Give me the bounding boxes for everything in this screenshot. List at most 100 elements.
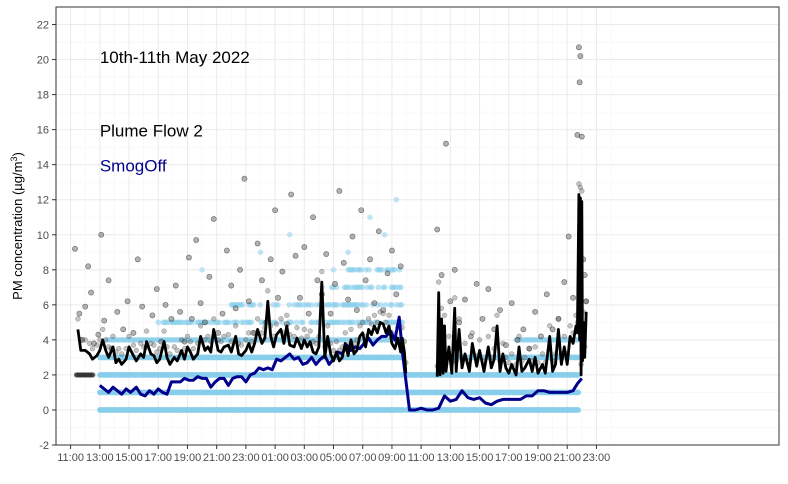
plume-point [198,300,203,305]
plume-point [452,295,457,300]
smogoff-point [216,320,222,326]
plume-point [90,372,95,377]
smogoff-point [382,285,388,291]
plume-point [211,216,216,221]
plume-point [297,295,302,300]
plume-point [308,329,313,334]
plume-point [222,334,227,339]
smogoff-point [376,285,382,291]
smogoff-point [199,267,205,273]
annotation-1: Plume Flow 2 [100,122,203,141]
plume-point [477,337,482,342]
y-tick-label: 22 [37,20,49,32]
plume-point [315,278,320,283]
plume-point [366,316,371,321]
x-tick-label: 09:00 [378,452,406,464]
plume-point [346,297,351,302]
y-tick-label: 4 [43,335,49,347]
plume-point [135,257,140,262]
plume-point [457,316,462,321]
plume-point [566,234,571,239]
plume-point [436,280,441,285]
plume-point [154,286,159,291]
plume-point [495,313,500,318]
plume-point [328,311,333,316]
smogoff-point [392,267,398,273]
plume-point [532,309,537,314]
y-tick-label: 6 [43,300,49,312]
smogoff-point [399,302,405,308]
plume-point [310,215,315,220]
x-tick-label: 03:00 [291,452,319,464]
plume-point [354,307,359,312]
x-tick-label: 13:00 [437,452,465,464]
y-tick-label: 20 [37,55,49,67]
smogoff-point [367,214,373,220]
plume-point [579,134,584,139]
plume-point [319,269,324,274]
plume-point [255,241,260,246]
plume-point [533,344,538,349]
x-tick-label: 07:00 [349,452,377,464]
plume-point [207,274,212,279]
plume-point [233,306,238,311]
plume-point [289,192,294,197]
plume-point [134,348,139,353]
plume-point [83,304,88,309]
plume-point [470,330,475,335]
plume-point [474,281,479,286]
plume-point [224,248,229,253]
plume-point [279,316,284,321]
plume-point [106,278,111,283]
plume-point [179,337,184,342]
plume-point [521,327,526,332]
plume-point [189,316,194,321]
smogoff-point [294,320,300,326]
plume-point [83,337,88,342]
plume-point [540,351,545,356]
x-tick-label: 01:00 [261,452,289,464]
plume-point [220,311,225,316]
plume-point [280,269,285,274]
y-tick-label: 12 [37,195,49,207]
plume-point [324,251,329,256]
plume-point [229,283,234,288]
x-tick-label: 23:00 [232,452,260,464]
plume-point [568,323,573,328]
x-tick-label: 17:00 [144,452,172,464]
smogoff-point [394,197,400,203]
plume-point [121,327,126,332]
plume-point [334,339,339,344]
smogoff-point [369,285,375,291]
plume-point [237,267,242,272]
plume-point [376,229,381,234]
plume-point [77,311,82,316]
plume-point [94,343,99,348]
plume-point [372,300,377,305]
plume-point [462,297,467,302]
plume-point [131,343,136,348]
plume-point [442,313,447,318]
y-tick-label: 0 [43,405,49,417]
smogoff-point [240,302,246,308]
plume-point [398,264,403,269]
y-tick-label: 16 [37,125,49,137]
plume-point [584,299,589,304]
plume-point [111,334,116,339]
smogoff-point [576,407,582,413]
plume-point [127,334,132,339]
smogoff-point [358,267,364,273]
plume-point [501,341,506,346]
x-tick-label: 23:00 [583,452,611,464]
plume-point [246,330,251,335]
plume-point [579,189,584,194]
plume-point [125,299,130,304]
plume-point [87,341,92,346]
plume-point [562,279,567,284]
plume-point [106,344,111,349]
plume-point [259,278,264,283]
plume-point [452,267,457,272]
plume-point [116,346,121,351]
plume-point [272,208,277,213]
plume-point [522,355,527,360]
